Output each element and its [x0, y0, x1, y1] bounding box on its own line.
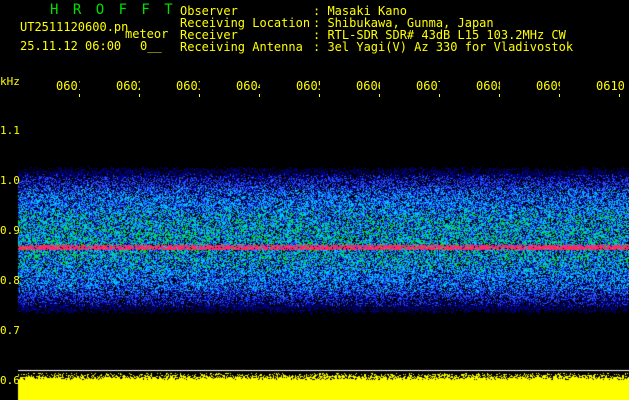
x-tick-label: 0610: [596, 80, 626, 92]
logo: H R O F F T: [50, 4, 176, 16]
datetime: 25.11.12 06:00: [20, 40, 121, 52]
y-tick-label: 1.1: [0, 124, 20, 137]
x-tick: [139, 94, 140, 97]
y-tick-label: 0.8: [0, 274, 20, 287]
x-tick-label: 0603: [176, 80, 200, 92]
info-label: Receiving Antenna: [180, 41, 303, 53]
x-tick: [259, 94, 260, 97]
x-tick-label: 0606: [356, 80, 380, 92]
spectrogram: [0, 100, 629, 400]
y-tick-label: 1.0: [0, 174, 20, 187]
x-tick-label: 0608: [476, 80, 500, 92]
x-tick-label: 0602: [116, 80, 140, 92]
x-tick: [439, 94, 440, 97]
x-tick: [379, 94, 380, 97]
x-tick-label: 0601: [56, 80, 80, 92]
y-tick-label: 0.7: [0, 324, 20, 337]
x-tick: [559, 94, 560, 97]
x-tick-label: 0607: [416, 80, 440, 92]
filename: UT2511120600.pn: [20, 21, 128, 33]
x-tick: [79, 94, 80, 97]
x-tick: [319, 94, 320, 97]
x-tick-label: 0605: [296, 80, 320, 92]
x-tick-label: 0604: [236, 80, 260, 92]
x-tick: [499, 94, 500, 97]
x-tick: [199, 94, 200, 97]
y-tick-label: 0.6: [0, 374, 20, 387]
x-tick-label: 0609: [536, 80, 560, 92]
x-tick: [619, 94, 620, 97]
info-value: : 3el Yagi(V) Az 330 for Vladivostok: [313, 41, 573, 53]
y-unit: kHz: [0, 76, 20, 88]
count: 0__: [140, 40, 162, 52]
y-tick-label: 0.9: [0, 224, 20, 237]
